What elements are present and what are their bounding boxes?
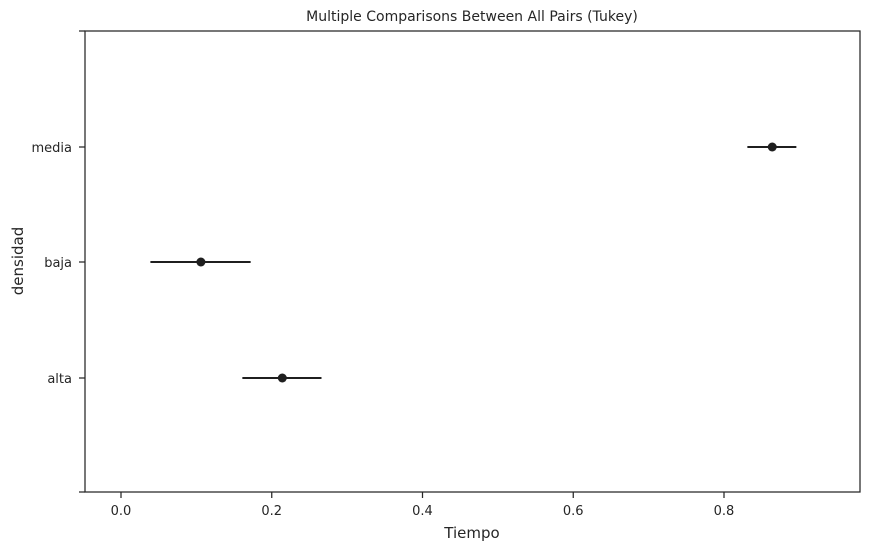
y-axis: media baja alta: [32, 30, 85, 493]
x-axis-label: Tiempo: [443, 524, 499, 542]
chart-title: Multiple Comparisons Between All Pairs (…: [306, 9, 638, 25]
x-tick-label: 0.6: [563, 504, 584, 519]
y-tick-label: media: [32, 141, 73, 156]
y-tick-label: alta: [47, 372, 72, 387]
x-tick-label: 0.0: [111, 504, 132, 519]
y-axis-label: densidad: [9, 227, 27, 295]
mean-point-baja: [196, 257, 206, 267]
mean-point-alta: [277, 373, 287, 383]
y-tick-label: baja: [44, 256, 72, 271]
mean-point-media: [767, 142, 777, 152]
x-axis: 0.0 0.2 0.4 0.6 0.8: [111, 492, 735, 519]
x-tick-label: 0.8: [714, 504, 735, 519]
x-tick-label: 0.2: [261, 504, 282, 519]
comparison-intervals: [150, 142, 797, 383]
x-tick-label: 0.4: [412, 504, 433, 519]
